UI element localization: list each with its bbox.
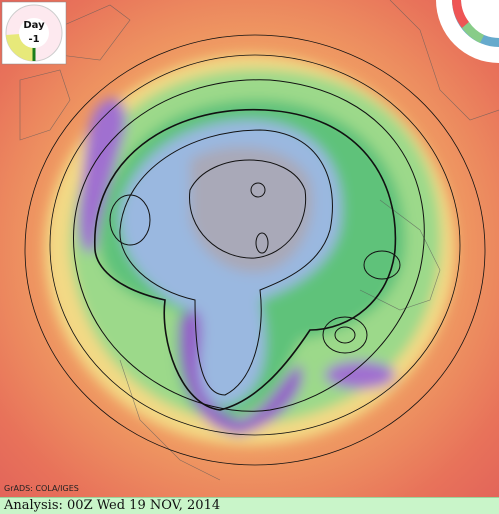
- color-scale: [436, 0, 499, 63]
- caption-bar: Analysis: 00Z Wed 19 NOV, 2014: [0, 497, 499, 514]
- purple-south: [179, 310, 303, 435]
- purple-east: [325, 361, 395, 389]
- credit: GrADS: COLA/IGES: [4, 484, 79, 493]
- purple-west: [78, 98, 126, 253]
- day-badge: Day -1: [1, 1, 67, 65]
- contours: [24, 34, 486, 466]
- badge-value: -1: [28, 34, 39, 45]
- scale-warm: [452, 0, 469, 28]
- caption: Analysis: 00Z Wed 19 NOV, 2014: [4, 498, 221, 513]
- weather-map: Day -1 GrADS: COLA/IGES: [0, 0, 499, 497]
- temperature-field: [45, 55, 455, 445]
- badge-label: Day: [23, 20, 45, 31]
- coldest-zone: [190, 146, 313, 273]
- scale-mid: [462, 22, 484, 43]
- badge-center: [19, 18, 49, 48]
